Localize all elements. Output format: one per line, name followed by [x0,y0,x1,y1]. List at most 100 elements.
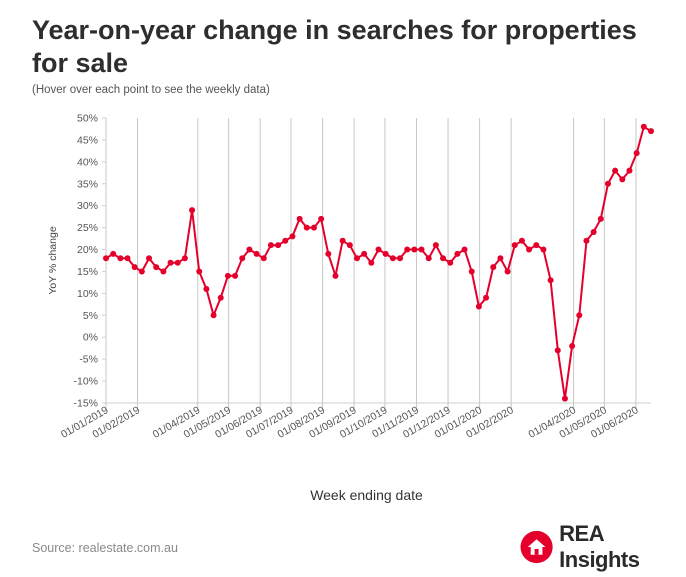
data-point [397,255,404,262]
data-point [590,229,597,235]
data-point [260,255,267,262]
data-point [246,246,253,253]
data-point [332,272,339,279]
data-point [103,255,109,262]
data-point [110,250,117,257]
data-point [597,215,604,222]
data-point [275,242,282,249]
data-point [196,268,203,275]
data-point [368,259,375,266]
y-tick-label: -5% [79,354,98,366]
data-point [404,246,411,253]
data-point [203,286,210,292]
data-point [511,242,518,249]
y-tick-label: 30% [77,200,98,212]
y-tick-label: 0% [83,332,98,344]
data-point [117,255,124,262]
y-tick-label: 45% [77,134,98,146]
data-point [124,255,131,262]
y-tick-label: 25% [77,222,98,234]
data-point [554,347,561,354]
data-point [325,250,332,257]
data-point [253,250,260,257]
chart-title: Year-on-year change in searches for prop… [32,15,637,78]
data-point [468,268,475,275]
data-point [411,246,418,253]
data-point [138,268,145,275]
data-point [518,237,525,244]
source-note: Source: realestate.com.au [32,541,178,555]
y-axis-label: YoY % change [47,226,59,294]
data-point [576,312,583,319]
data-point [282,237,289,244]
y-tick-label: 15% [77,266,98,278]
data-point [217,294,224,301]
data-point [267,242,274,249]
data-point [490,264,497,271]
data-point [583,237,590,244]
data-point [232,272,239,279]
data-point [497,255,504,262]
data-point [310,224,317,231]
y-tick-label: 40% [77,156,98,168]
data-point [375,246,382,253]
data-point [425,255,432,262]
y-tick-label: 20% [77,244,98,256]
data-point [526,246,533,253]
data-point [640,123,647,130]
brand-name: REA Insights [559,521,640,572]
data-point [174,259,181,266]
x-axis-label: Week ending date [310,487,423,503]
house-logo-icon [520,530,553,564]
data-point [619,176,626,183]
data-point [346,242,353,249]
data-point [604,180,611,187]
y-tick-label: 50% [77,113,98,125]
data-point [289,233,296,240]
data-point [461,246,468,253]
data-point [540,246,547,253]
rea-insights-logo: REA Insights [520,521,686,572]
y-tick-label: 10% [77,288,98,300]
data-point [167,259,174,266]
data-point [432,242,439,249]
data-point [181,255,188,262]
data-point [633,150,640,157]
data-point [418,246,425,253]
data-point [612,167,619,174]
data-point [153,264,160,271]
data-point [447,259,454,266]
data-point [561,395,568,402]
data-point [339,237,346,244]
data-point [303,224,310,231]
chart-subtitle: (Hover over each point to see the weekly… [32,84,270,96]
data-point [318,215,325,222]
data-point [454,250,461,257]
data-point [361,250,368,257]
y-tick-label: 5% [83,310,98,322]
y-tick-label: -10% [73,376,98,388]
data-point [440,255,447,262]
data-point [224,272,231,279]
data-point [239,255,246,262]
data-point [160,268,167,275]
data-point [296,215,303,222]
y-tick-label: -15% [73,398,98,410]
data-point [146,255,153,262]
data-point [483,294,490,301]
data-point [210,312,217,319]
data-point [569,343,576,349]
data-point [131,264,138,271]
data-point [353,255,360,262]
data-point [626,167,633,174]
data-point [504,268,511,275]
y-tick-label: 35% [77,178,98,190]
data-point [189,207,196,214]
data-point [382,250,389,257]
data-point [475,303,482,310]
data-point [648,128,654,135]
series-line [105,125,652,400]
data-point [389,255,396,262]
data-point [547,277,554,284]
